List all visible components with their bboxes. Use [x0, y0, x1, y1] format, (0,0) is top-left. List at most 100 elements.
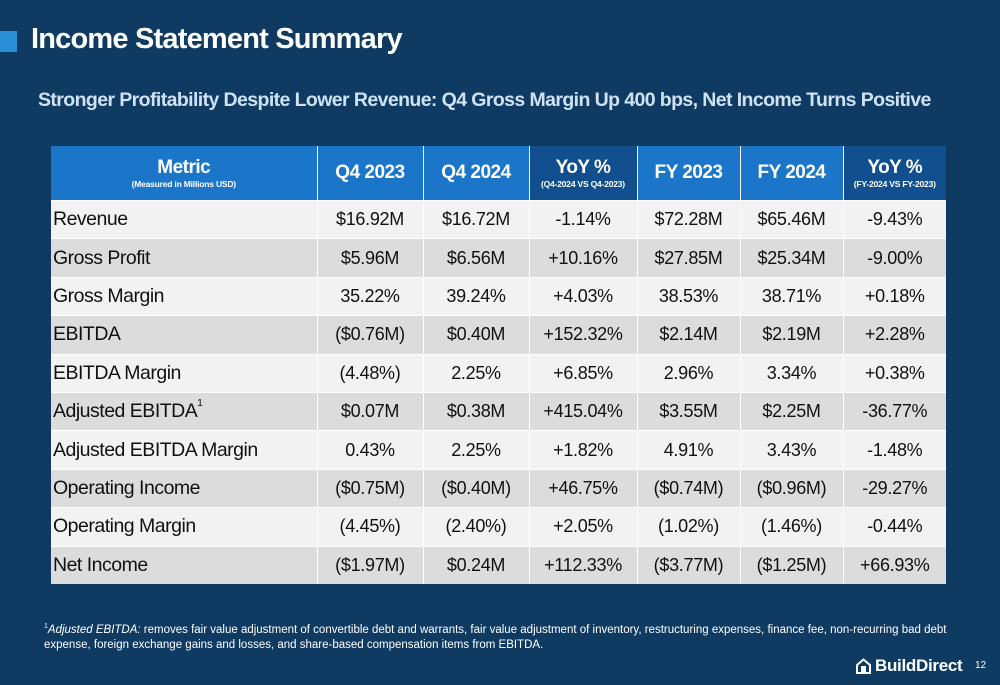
q4-yoy-cell: +2.05%: [529, 507, 638, 547]
fy-2024-cell: (1.46%): [740, 507, 844, 547]
fy-2023-cell-value: 4.91%: [663, 439, 714, 460]
fy-yoy-cell-value: -29.27%: [862, 477, 928, 498]
fy-yoy-cell-value: +0.18%: [864, 285, 925, 306]
q4-2024-cell: 2.25%: [423, 430, 530, 470]
q4-yoy-cell-value: +152.32%: [543, 324, 623, 345]
q4-2023-cell: (4.45%): [317, 507, 424, 547]
fy-yoy-cell: -9.00%: [843, 238, 946, 278]
q4-2024-cell: 2.25%: [423, 353, 530, 393]
q4-2023-cell: 0.43%: [317, 430, 424, 470]
fy-2023-cell-value: ($3.77M): [653, 554, 724, 575]
fy-yoy-cell-value: +66.93%: [860, 554, 930, 575]
fy-2023-cell: ($0.74M): [637, 468, 741, 508]
q4-2024-cell-value: $0.38M: [446, 401, 506, 422]
fy-yoy-cell-value: -1.48%: [867, 439, 923, 460]
table-row: Operating Income ($0.75M) ($0.40M) +46.75% (…: [51, 468, 946, 508]
q4-yoy-cell-value: +112.33%: [544, 554, 622, 575]
metric-cell-value: EBITDA: [53, 323, 121, 346]
fy-2024-cell: 38.71%: [740, 276, 844, 316]
fy-yoy-cell-value: -36.77%: [862, 401, 928, 422]
title-accent-bar: [0, 31, 17, 52]
table-row: Net Income ($1.97M) $0.24M +112.33% ($3.77M)…: [51, 545, 946, 584]
q4-yoy-cell: +6.85%: [529, 353, 638, 393]
fy-2024-cell-value: $25.34M: [757, 247, 826, 268]
q4-2023-cell: ($0.75M): [317, 468, 424, 508]
metric-cell-value: Net Income: [53, 553, 148, 576]
fy-yoy-cell-value: +2.28%: [864, 324, 925, 345]
fy-2023-cell-value: $72.28M: [654, 209, 723, 230]
fy-yoy-cell-value: -9.43%: [867, 209, 923, 230]
metric-cell: Adjusted EBITDA Margin: [51, 430, 318, 470]
footnote-reference: 1: [197, 398, 203, 410]
table-row: Gross Profit $5.96M $6.56M +10.16% $27.85M $2…: [51, 238, 946, 278]
column-header-note: (FY-2024 VS FY-2023): [853, 178, 936, 189]
column-header-label: FY 2024: [757, 162, 826, 183]
fy-yoy-cell: +2.28%: [843, 315, 946, 355]
q4-yoy-cell: +4.03%: [529, 276, 638, 316]
column-header-note: (Measured in Millions USD): [131, 178, 237, 189]
fy-yoy-cell: -0.44%: [843, 507, 946, 547]
fy-2024-cell-value: ($1.25M): [756, 554, 827, 575]
q4-2024-cell: 39.24%: [423, 276, 530, 316]
table-row: Revenue $16.92M $16.72M -1.14% $72.28M $65.46…: [51, 199, 946, 239]
q4-2023-cell: $0.07M: [317, 391, 424, 431]
q4-yoy-cell: -1.14%: [529, 199, 638, 239]
metric-cell: Operating Margin: [51, 507, 318, 547]
q4-2024-cell: ($0.40M): [423, 468, 530, 508]
q4-2024-cell-value: $0.40M: [446, 324, 506, 345]
table-header-row: Metric (Measured in Millions USD) Q4 202…: [51, 146, 946, 201]
table-row: Adjusted EBITDA Margin 0.43% 2.25% +1.82% 4.…: [51, 430, 946, 470]
fy-2024-cell: $65.46M: [740, 199, 844, 239]
fy-2024-cell: 3.43%: [740, 430, 844, 470]
metric-cell-value: Gross Margin: [53, 284, 165, 307]
fy-2023-cell: $3.55M: [637, 391, 741, 431]
fy-yoy-cell: -29.27%: [843, 468, 946, 508]
fy-2024-cell: $2.19M: [740, 315, 844, 355]
metric-cell: Gross Margin: [51, 276, 318, 316]
fy-2024-cell-value: $65.46M: [757, 209, 826, 230]
fy-2024-cell-value: (1.46%): [761, 516, 822, 537]
q4-2023-cell: 35.22%: [317, 276, 424, 316]
metric-cell-value: EBITDA Margin: [53, 361, 181, 384]
metric-cell-value: Gross Profit: [53, 246, 150, 269]
q4-yoy-cell-value: +46.75%: [548, 477, 618, 498]
fy-2023-cell-value: 2.96%: [663, 362, 714, 383]
fy-2023-cell-value: ($0.74M): [653, 477, 724, 498]
metric-cell: EBITDA Margin: [51, 353, 318, 393]
metric-cell-value: Adjusted EBITDA Margin: [53, 438, 258, 461]
fy-2024-cell-value: $2.19M: [762, 324, 821, 345]
q4-2024-cell: $0.38M: [423, 391, 530, 431]
fy-2023-cell: $2.14M: [637, 315, 741, 355]
fy-2024-cell-value: 3.34%: [766, 362, 817, 383]
q4-2023-cell-value: 35.22%: [340, 285, 400, 306]
q4-yoy-cell-value: +2.05%: [553, 516, 613, 537]
column-header-fy-yoy: YoY % (FY-2024 VS FY-2023): [843, 146, 946, 201]
table-row: Operating Margin (4.45%) (2.40%) +2.05% (1.0…: [51, 507, 946, 547]
metric-cell: Operating Income: [51, 468, 318, 508]
fy-2023-cell-value: (1.02%): [658, 516, 719, 537]
column-header-fy-2024: FY 2024: [740, 146, 844, 201]
fy-yoy-cell: +66.93%: [843, 545, 946, 584]
fy-2024-cell-value: 3.43%: [766, 439, 817, 460]
footnote-term: Adjusted EBITDA:: [47, 623, 141, 636]
fy-yoy-cell-value: -9.00%: [867, 247, 923, 268]
fy-2024-cell: ($1.25M): [740, 545, 844, 584]
q4-2023-cell-value: (4.48%): [339, 362, 401, 383]
q4-2023-cell-value: (4.45%): [339, 516, 401, 537]
column-header-q4-2024: Q4 2024: [423, 146, 530, 201]
column-header-label: YoY %: [867, 156, 923, 178]
q4-yoy-cell: +46.75%: [529, 468, 638, 508]
fy-2023-cell: (1.02%): [637, 507, 741, 547]
metric-cell-value: Revenue: [53, 208, 128, 231]
fy-2024-cell-value: $2.25M: [762, 401, 821, 422]
q4-yoy-cell-value: +415.04%: [543, 401, 623, 422]
page-subtitle: Stronger Profitability Despite Lower Rev…: [38, 89, 931, 111]
metric-cell: Gross Profit: [51, 238, 318, 278]
fy-2023-cell-value: $3.55M: [659, 401, 718, 422]
column-header-label: Q4 2024: [441, 162, 511, 183]
page-title: Income Statement Summary: [31, 23, 403, 55]
column-header-label: YoY %: [555, 156, 611, 178]
fy-yoy-cell: +0.38%: [843, 353, 946, 393]
metric-cell: EBITDA: [51, 315, 318, 355]
column-header-label: FY 2023: [654, 162, 723, 183]
